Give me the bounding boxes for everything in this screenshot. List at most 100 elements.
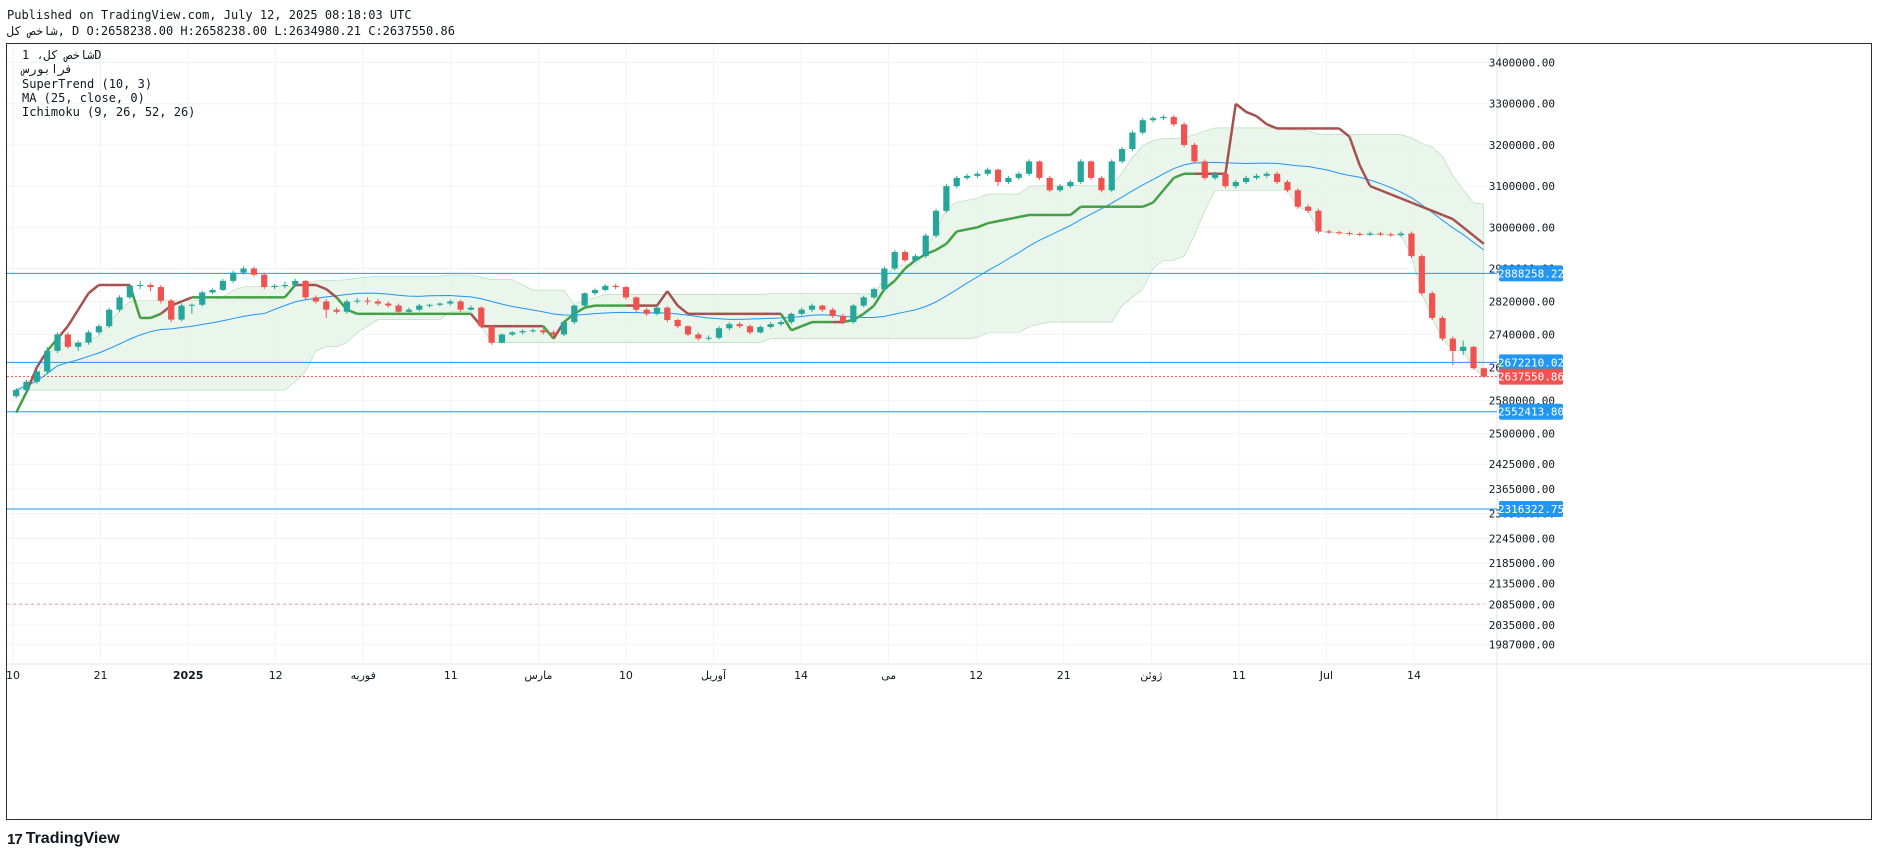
- x-tick-label: 11: [444, 669, 458, 682]
- tradingview-logo[interactable]: 17 TradingView: [7, 830, 120, 848]
- candle-body: [302, 280, 309, 298]
- candle-body: [1243, 177, 1250, 183]
- candle-body: [777, 322, 785, 325]
- candle-body: [1356, 233, 1363, 235]
- supertrend-segment: [904, 259, 917, 270]
- candle-body: [1480, 368, 1487, 377]
- candle-body: [95, 326, 102, 333]
- candle-body: [912, 256, 919, 261]
- candle-body: [488, 326, 495, 343]
- y-tick-label: 3400000.00: [1489, 57, 1555, 70]
- supertrend-segment: [1358, 164, 1372, 187]
- y-tick-label: 3000000.00: [1489, 221, 1555, 234]
- candle-body: [674, 320, 681, 327]
- level-label-bg: [1499, 403, 1563, 420]
- candle-body: [1315, 210, 1322, 232]
- tradingview-logo-icon: 17: [7, 830, 23, 848]
- candle-body: [705, 337, 712, 339]
- candle-body: [1212, 173, 1219, 178]
- candle-body: [1387, 234, 1394, 236]
- ohlc-readout: شاخص کل, D O:2658238.00 H:2658238.00 L:2…: [7, 24, 455, 38]
- supertrend-segment: [87, 284, 100, 295]
- candle-body: [33, 371, 40, 382]
- y-tick-label: 2740000.00: [1489, 328, 1555, 341]
- candle-body: [126, 285, 133, 298]
- candle-body: [1108, 161, 1115, 191]
- price-chart[interactable]: 3400000.00 3300000.00 3200000.00 3100000.00…: [7, 44, 1871, 819]
- y-tick-label: 2425000.00: [1489, 458, 1555, 471]
- x-tick-label: Jul: [1319, 669, 1333, 682]
- candle-body: [199, 292, 206, 305]
- candle-body: [1449, 338, 1456, 351]
- level-label-bg: [1499, 265, 1563, 282]
- x-tick-label: 2025: [173, 669, 204, 682]
- supertrend-segment: [655, 290, 669, 307]
- candle-body: [767, 324, 774, 328]
- supertrend-segment: [15, 391, 28, 414]
- supertrend-segment: [542, 325, 555, 340]
- supertrend-segment: [66, 309, 80, 327]
- candle-body: [240, 268, 247, 273]
- legend-ichimoku[interactable]: Ichimoku (9, 26, 52, 26): [22, 105, 196, 119]
- supertrend-segment: [1173, 172, 1185, 180]
- candle-body: [757, 327, 764, 333]
- supertrend-segment: [1018, 213, 1030, 219]
- y-tick-label: 3100000.00: [1489, 180, 1555, 193]
- x-tick-label: 10: [619, 669, 633, 682]
- candle-body: [374, 301, 382, 304]
- candle-body: [509, 332, 516, 335]
- candle-body: [157, 287, 164, 301]
- candle-body: [312, 297, 320, 302]
- supertrend-segment: [666, 290, 679, 307]
- y-tick-label: 2820000.00: [1489, 295, 1555, 308]
- x-tick-label: فوریه: [351, 669, 376, 682]
- candle-body: [881, 268, 888, 290]
- candle-body: [498, 334, 506, 343]
- candle-body: [984, 169, 991, 174]
- supertrend-segment: [77, 292, 90, 311]
- candle-body: [922, 235, 929, 257]
- tradingview-brand: TradingView: [25, 830, 120, 847]
- supertrend-segment: [1142, 201, 1154, 208]
- candle-body: [168, 300, 175, 320]
- chart-pane[interactable]: 3400000.00 3300000.00 3200000.00 3100000.00…: [6, 43, 1872, 820]
- y-tick-label: 2035000.00: [1489, 619, 1555, 632]
- candle-body: [1067, 182, 1074, 187]
- x-tick-label: 10: [7, 669, 20, 682]
- x-tick-label: 12: [969, 669, 983, 682]
- supertrend-segment: [283, 284, 297, 299]
- supertrend-segment: [801, 320, 813, 328]
- candle-body: [581, 293, 588, 306]
- candle-body: [292, 280, 299, 285]
- supertrend-segment: [1380, 189, 1392, 196]
- candle-body: [808, 305, 816, 310]
- supertrend-segment: [1234, 102, 1247, 113]
- legend-symbol[interactable]: شاخص کل، 1D: [22, 48, 102, 62]
- legend-ma[interactable]: MA (25, close, 0): [22, 91, 145, 105]
- supertrend-segment: [1431, 209, 1443, 217]
- candle-body: [64, 334, 71, 347]
- candle-body: [447, 301, 454, 304]
- candle-body: [416, 305, 423, 310]
- candle-body: [1398, 233, 1405, 236]
- supertrend-segment: [1348, 136, 1361, 166]
- y-tick-label: 2245000.00: [1489, 532, 1555, 545]
- supertrend-segment: [779, 313, 793, 331]
- candle-body: [633, 297, 640, 310]
- candle-body: [943, 186, 950, 211]
- level-label: 2316322.75: [1498, 503, 1564, 516]
- candle-body: [1015, 173, 1022, 178]
- supertrend-segment: [862, 304, 875, 315]
- candle-body: [333, 309, 340, 312]
- candle-body: [1077, 161, 1084, 183]
- candle-body: [798, 309, 805, 314]
- level-label-bg: [1499, 500, 1563, 517]
- candle-body: [106, 309, 113, 327]
- legend-supertrend[interactable]: SuperTrend (10, 3): [22, 77, 153, 91]
- supertrend-segment: [966, 226, 978, 231]
- supertrend-segment: [1224, 103, 1238, 174]
- candle-body: [54, 334, 61, 351]
- candle-body: [622, 287, 630, 298]
- supertrend-segment: [1162, 177, 1175, 192]
- candle-body: [1056, 186, 1064, 191]
